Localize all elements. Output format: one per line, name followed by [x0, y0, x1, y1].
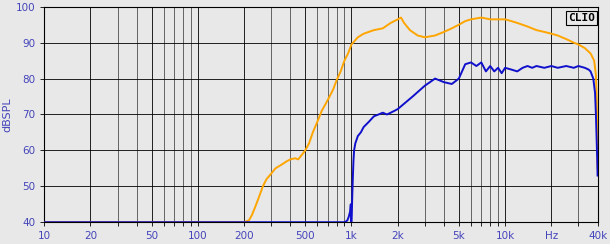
Y-axis label: dBSPL: dBSPL — [3, 97, 13, 132]
Text: CLIO: CLIO — [568, 13, 595, 23]
